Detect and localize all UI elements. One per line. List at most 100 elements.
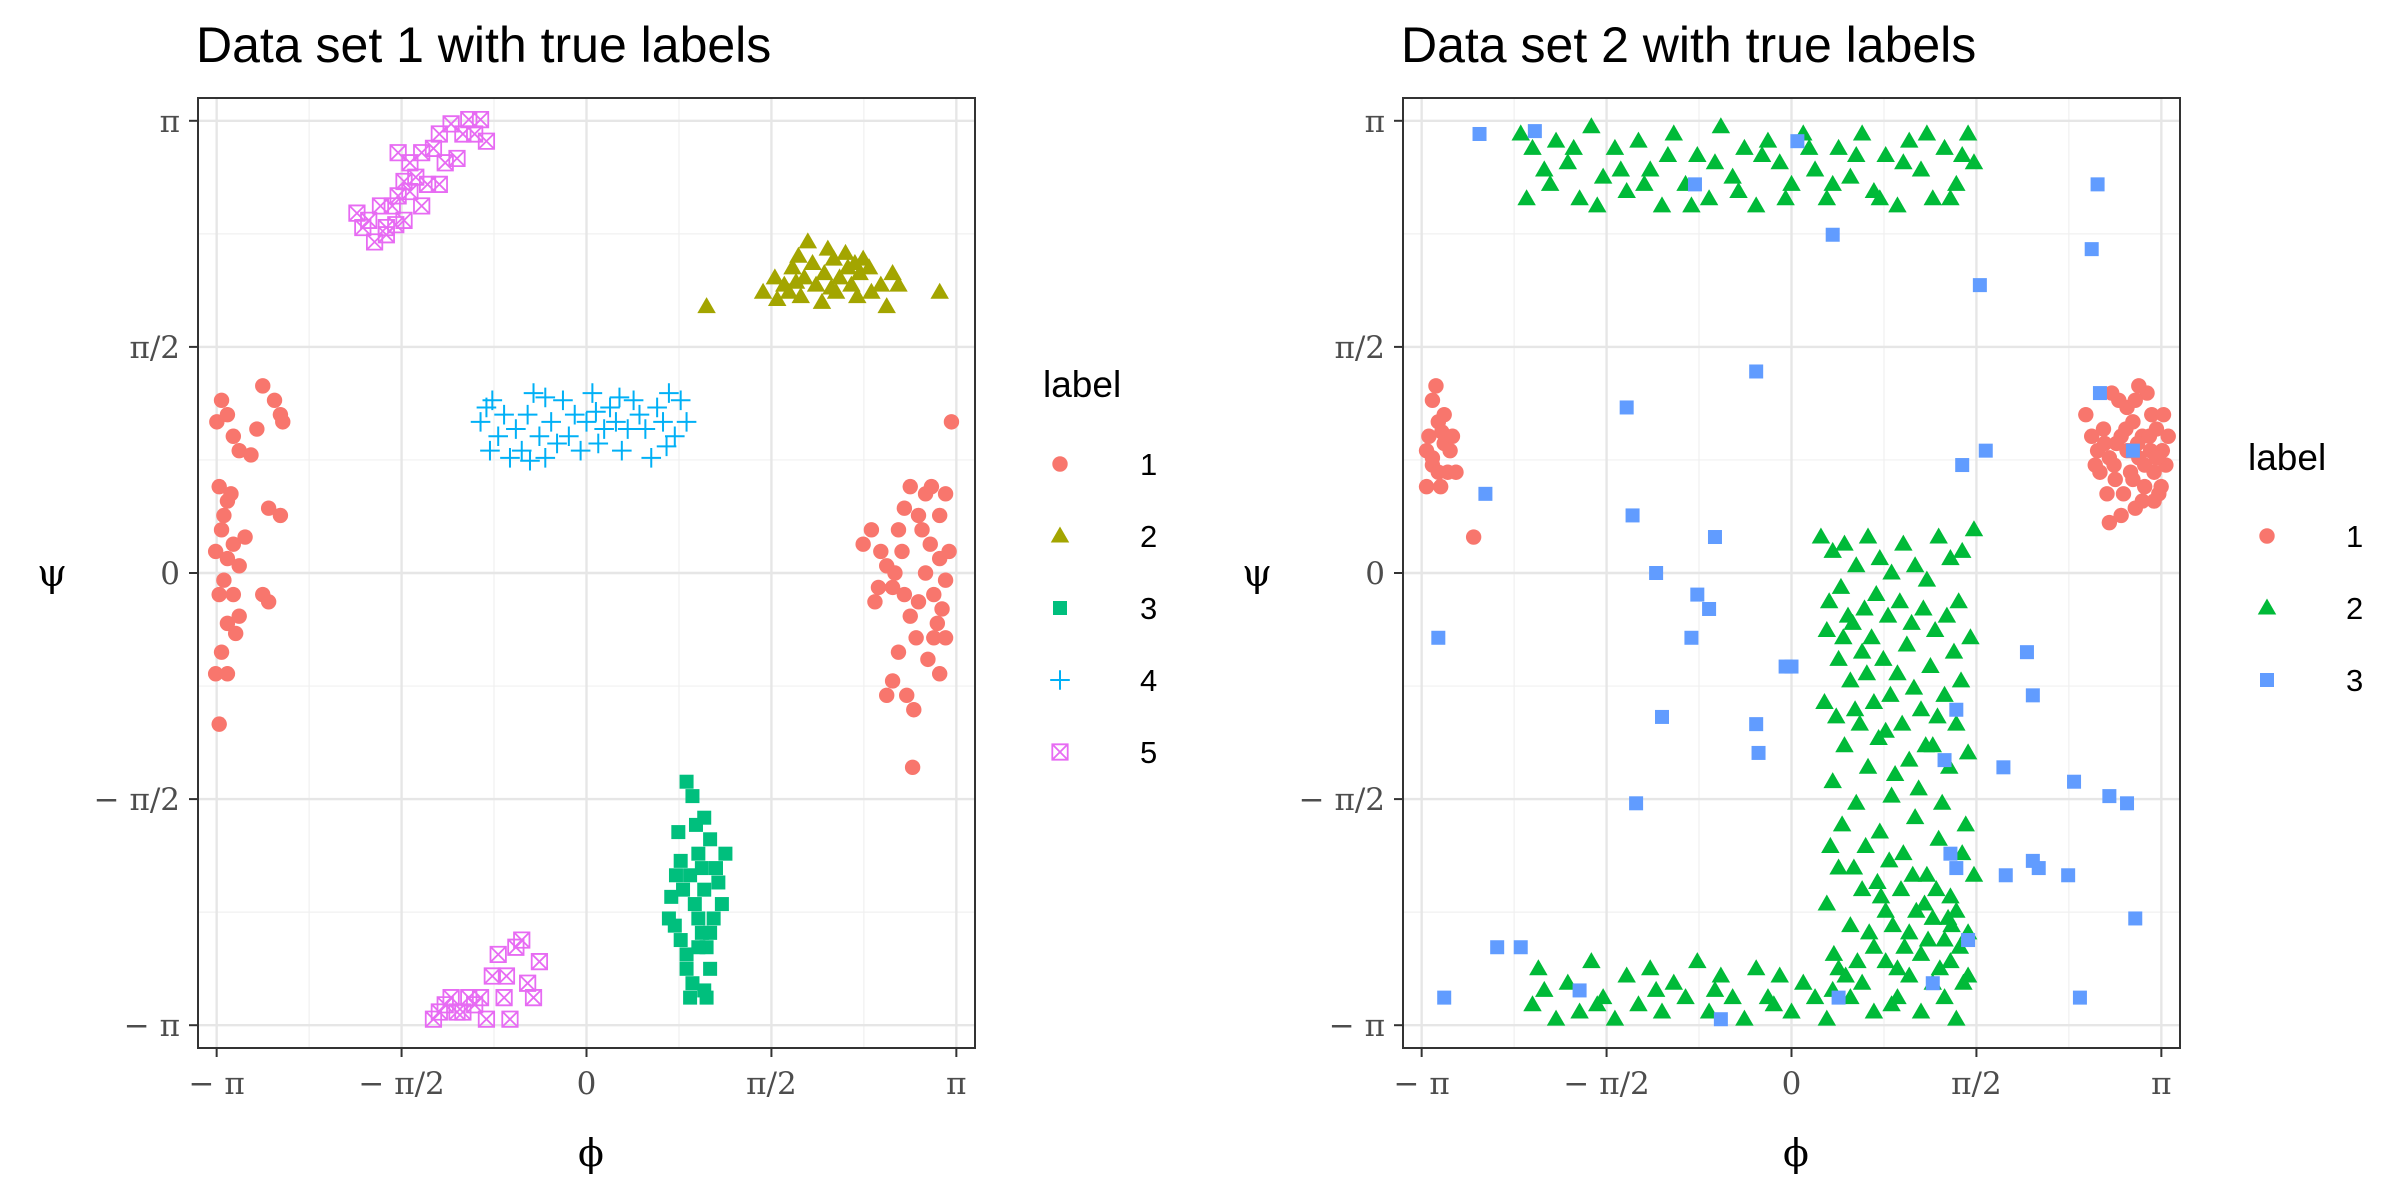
data-point-label-2 [871,275,891,292]
data-point-label-1 [1444,428,1461,444]
data-point-label-3 [1478,486,1493,501]
legend-key-3 [2260,673,2274,687]
legend-key-3 [1053,601,1067,615]
data-point-label-2 [1905,808,1925,825]
x-tick-label: − π [1394,1066,1450,1102]
data-point-label-3 [709,861,723,876]
data-point-label-3 [1713,1012,1728,1027]
data-point-label-1 [227,625,244,642]
data-point-label-5 [430,125,448,143]
data-point-label-2 [1805,988,1825,1005]
data-point-label-1 [894,543,910,560]
data-point-label-2 [1856,836,1875,853]
data-point-label-1 [855,536,871,552]
data-point-label-2 [1564,138,1583,155]
data-point-label-5 [513,931,531,949]
data-point-label-2 [862,282,881,299]
data-point-label-1 [902,478,918,495]
data-point-label-1 [884,579,901,596]
legend-label-2: 2 [2346,591,2363,626]
data-point-label-2 [1956,815,1975,832]
y-tick-label: 0 [1365,556,1385,592]
x-tick-label: 0 [577,1066,597,1102]
data-point-label-2 [1640,959,1660,976]
data-point-label-2 [1927,880,1946,897]
data-point-label-1 [943,414,960,430]
data-point-label-2 [1588,196,1607,213]
data-point-label-5 [466,125,484,143]
data-point-label-2 [1918,930,1938,947]
data-point-label-2 [1947,714,1966,731]
data-point-label-2 [1845,700,1865,717]
data-point-label-1 [1436,406,1452,423]
data-point-label-2 [1902,613,1921,630]
data-point-label-2 [1819,592,1839,609]
data-point-label-3 [706,911,721,926]
data-point-label-4 [570,440,591,461]
data-point-label-5 [407,168,425,186]
data-point-label-3 [694,861,709,876]
data-point-label-2 [1941,952,1960,969]
data-point-label-5 [519,974,537,992]
data-point-label-2 [1523,995,1542,1012]
data-point-label-2 [1904,678,1924,695]
data-point-label-2 [1570,189,1589,206]
data-point-label-2 [1864,692,1884,710]
data-point-label-2 [1640,160,1660,177]
data-point-label-2 [1805,160,1825,177]
legend-2: label 1 2 3 [2248,437,2363,698]
data-point-label-2 [1847,793,1866,810]
data-point-label-1 [1428,378,1444,394]
data-point-label-1 [2148,450,2165,466]
data-point-label-1 [906,702,922,718]
data-point-label-2 [1794,973,1813,990]
y-tick-label: π [160,104,180,140]
legend-title-2: label [2248,437,2326,478]
data-point-label-2 [883,264,902,281]
data-point-label-1 [231,608,247,624]
data-point-label-4 [541,412,561,432]
data-point-label-2 [1878,606,1898,623]
data-point-label-2 [1829,858,1848,875]
data-point-label-5 [413,144,431,162]
data-point-label-2 [1843,613,1862,630]
data-point-label-5 [413,197,431,215]
data-point-label-4 [617,419,638,439]
data-point-label-2 [1930,959,1950,976]
data-point-label-1 [908,630,924,646]
data-point-label-1 [2106,457,2122,473]
data-point-label-2 [1629,995,1648,1012]
data-point-label-1 [867,594,883,610]
y-tick-label: − π/2 [94,782,180,818]
data-point-label-1 [266,392,283,408]
chart-title-2: Data set 2 with true labels [1401,17,1976,73]
data-point-label-3 [691,911,706,926]
data-point-label-2 [1841,916,1860,933]
legend-label-1: 1 [2346,519,2363,554]
data-point-label-4 [482,390,503,411]
data-point-label-5 [387,216,405,234]
data-point-label-2 [1782,1002,1801,1019]
x-axis-2: − π − π/2 0 π/2 π [1394,1048,2172,1102]
data-point-label-3 [1702,601,1717,616]
data-point-label-3 [2025,688,2040,703]
data-point-label-2 [877,297,896,314]
data-point-label-2 [1911,160,1931,177]
data-point-label-2 [1824,944,1844,961]
data-point-label-2 [1855,599,1874,616]
data-point-label-3 [1943,846,1958,861]
grid-lines-1 [198,98,975,1048]
data-point-label-4 [494,404,514,425]
data-point-label-2 [818,239,838,256]
data-point-label-3 [2072,990,2087,1005]
data-point-label-1 [219,406,236,423]
data-point-label-2 [1964,520,1984,537]
data-point-label-2 [1864,937,1884,954]
data-point-label-2 [789,246,808,263]
data-point-label-5 [471,989,490,1007]
data-point-label-2 [765,268,785,285]
data-point-label-3 [1825,227,1840,242]
data-point-label-1 [887,565,903,581]
data-point-label-2 [1952,541,1972,558]
data-point-label-4 [606,412,626,432]
